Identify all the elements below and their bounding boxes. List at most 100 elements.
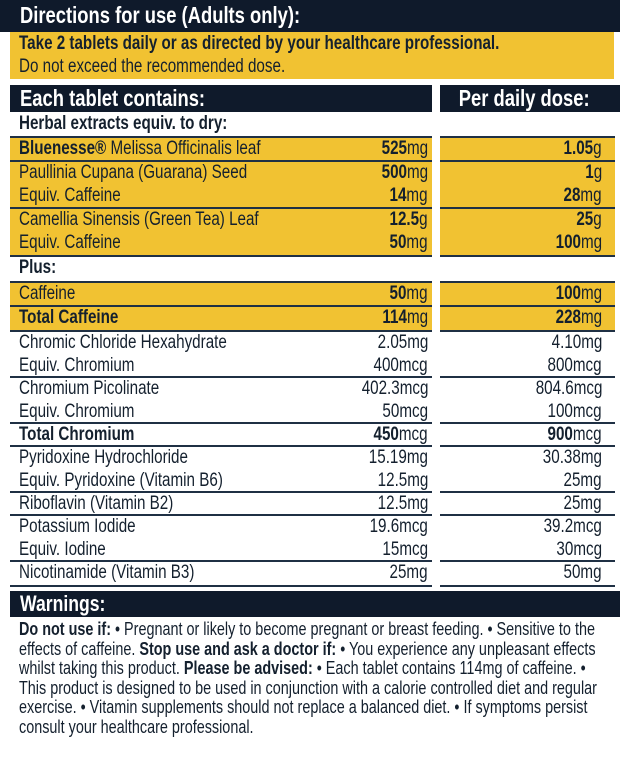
ingredient-name-text: Paullinia Cupana (Guarana) Seed [19,162,248,183]
ingredient-group: Total Chromium 450mcg 900mcg [0,422,620,447]
ingredient-name-text: Riboflavin (Vitamin B2) [19,493,174,514]
daily-unit: mcg [573,516,602,537]
ingredient-group: Riboflavin (Vitamin B2) 12.5mg 25mg [0,491,620,516]
directions-line-1: Take 2 tablets daily or as directed by y… [19,33,500,54]
daily-value: 25 [576,209,594,230]
warning-text: • Each tablet contains 114mg of caffeine… [19,658,597,737]
daily-unit: mg [580,447,602,468]
warning-heading: Stop use and ask a doctor if: [139,638,337,659]
amount-per-day: 804.6mcg [535,377,602,400]
amount-value: 50 [389,232,407,253]
ingredient-name: Equiv. Iodine [19,538,106,561]
amount-unit: mg [406,283,428,304]
amount-unit: mg [406,307,428,328]
amount-per-day: 28mg [564,184,602,207]
ingredient-group: Total Caffeine 114mg 228mg [0,305,620,330]
ingredient-name-text: Potassium Iodide [19,516,136,537]
daily-cell [440,281,615,306]
amount-unit: mcg [399,378,428,399]
ingredient-name: Equiv. Caffeine [19,184,121,207]
daily-unit: mg [580,185,602,206]
amount-per-day: 800mcg [548,354,602,377]
tablet-cell [10,445,432,493]
ingredient-group: Paullinia Cupana (Guarana) Seed 500mg 1g Eq… [0,160,620,208]
amount-per-tablet: 114mg [382,306,428,329]
daily-cell [440,514,615,562]
warning-text: • You experience any unpleasant effects … [19,638,596,678]
daily-dose-header: Per daily dose: [440,85,620,112]
ingredient-name-bold: Bluenesse® [19,138,107,159]
ingredient-name: Chromic Chloride Hexahydrate [19,331,227,354]
daily-cell [440,422,615,447]
tablet-cell [10,560,432,587]
daily-value: 30 [556,539,574,560]
amount-unit: mcg [399,401,428,422]
daily-unit: mcg [573,378,602,399]
ingredient-name: Equiv. Pyridoxine (Vitamin B6) [19,469,223,492]
directions-box: Take 2 tablets daily or as directed by y… [10,32,614,79]
daily-cell [440,376,615,424]
amount-value: 25 [389,562,407,583]
daily-value: 30.38 [542,447,581,468]
amount-per-day: 100mg [556,282,602,305]
amount-per-day: 25mg [564,492,602,515]
amount-value: 402.3 [361,378,400,399]
amount-per-tablet: 450mcg [374,423,428,446]
ingredient-name-text: Equiv. Caffeine [19,232,121,253]
daily-unit: mg [580,562,602,583]
ingredient-name-text: Equiv. Chromium [19,401,135,422]
amount-per-tablet: 2.05mg [377,331,428,354]
daily-dose-title: Per daily dose: [459,85,590,111]
daily-value: 1.05 [563,138,594,159]
amount-value: 12.5 [377,470,407,491]
ingredient-name-text: Equiv. Pyridoxine (Vitamin B6) [19,470,223,491]
amount-unit: g [419,209,428,230]
daily-value: 800 [547,355,574,376]
amount-unit: mg [406,562,428,583]
tablet-cell [10,207,432,257]
ingredient-name-text: Pyridoxine Hydrochloride [19,447,188,468]
directions-title: Directions for use (Adults only): [20,2,301,28]
each-tablet-title: Each tablet contains: [20,85,206,111]
daily-value: 100 [555,283,581,304]
plus-label: Plus: [19,257,57,278]
ingredient-group: Nicotinamide (Vitamin B3) 25mg 50mg [0,560,620,587]
amount-per-day: 30mcg [556,538,602,561]
amount-unit: mcg [399,539,428,560]
tablet-cell [10,422,432,447]
daily-value: 39.2 [543,516,574,537]
amount-value: 500 [381,162,407,183]
amount-value: 15.19 [368,447,407,468]
amount-per-day: 4.10mg [551,331,602,354]
daily-unit: mg [580,232,602,253]
amount-per-day: 100mcg [548,400,602,423]
tablet-cell [10,330,432,378]
amount-per-tablet: 12.5mg [377,469,428,492]
amount-per-tablet: 15.19mg [369,446,428,469]
amount-value: 19.6 [369,516,400,537]
ingredient-name: Caffeine [19,282,75,305]
daily-unit: mg [580,307,602,328]
daily-value: 100 [555,232,581,253]
amount-unit: mg [406,332,428,353]
daily-unit: mg [580,332,602,353]
daily-value: 804.6 [535,378,574,399]
amount-unit: mcg [399,516,428,537]
ingredient-name-text: Chromium Picolinate [19,378,160,399]
amount-per-tablet: 19.6mcg [370,515,428,538]
ingredient-group: Potassium Iodide 19.6mcg 39.2mcg Equiv. Iod… [0,514,620,562]
ingredient-name-bold: Total Chromium [19,424,135,445]
amount-value: 450 [373,424,400,445]
daily-value: 228 [555,307,581,328]
daily-value: 50 [563,562,581,583]
amount-per-tablet: 14mg [390,184,428,207]
ingredient-name: Bluenesse® Melissa Officinalis leaf [19,137,261,160]
tablet-cell [10,491,432,516]
amount-per-tablet: 15mcg [382,538,428,561]
daily-cell [440,491,615,516]
ingredient-name: Pyridoxine Hydrochloride [19,446,188,469]
ingredient-name: Total Caffeine [19,306,118,329]
amount-per-day: 25g [577,208,602,231]
warning-heading: Please be advised: [183,658,313,678]
daily-cell [440,136,615,161]
